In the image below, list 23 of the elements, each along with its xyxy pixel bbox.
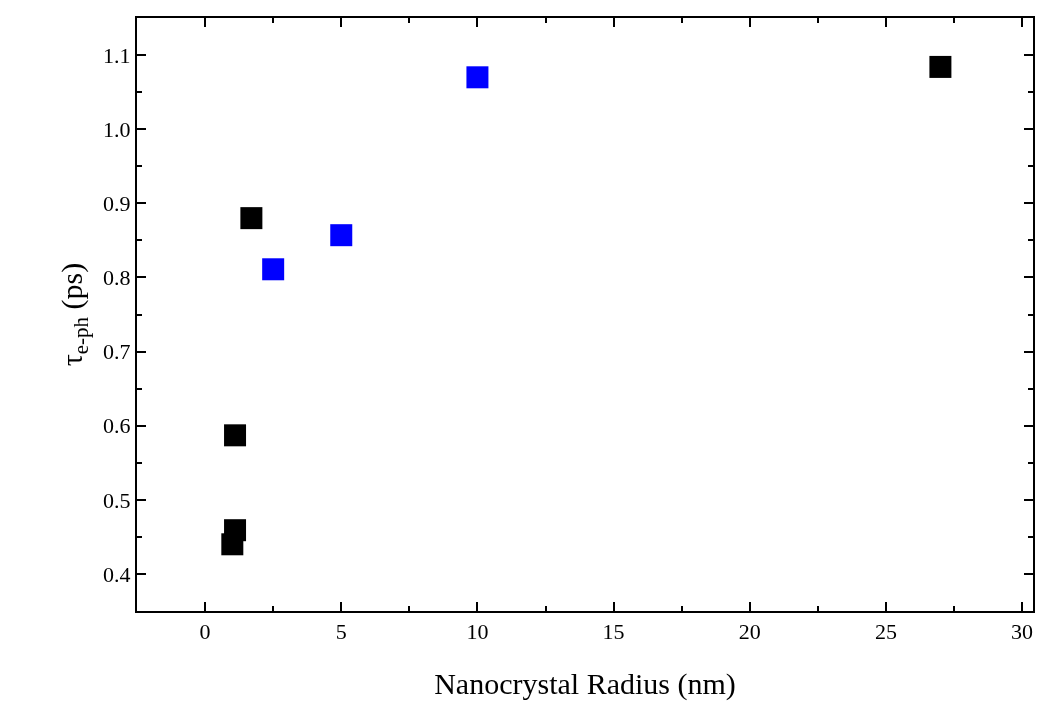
point [240,207,263,230]
x-tick-label: 0 [199,619,211,645]
y-tick-label: 0.6 [103,413,131,439]
y-tick-label: 0.5 [103,487,131,513]
x-axis-title: Nanocrystal Radius (nm) [434,667,736,702]
x-tick-label: 5 [335,619,347,645]
x-tick-label: 30 [1011,619,1034,645]
y-tick-label: 0.9 [103,191,131,217]
y-tick-label: 1.0 [103,116,131,142]
y-tick-label: 1.1 [103,42,131,68]
point [221,533,244,556]
x-tick-label: 20 [738,619,761,645]
x-tick-label: 15 [602,619,625,645]
point [929,55,952,78]
x-tick-label: 25 [874,619,897,645]
point [330,224,353,247]
y-tick-label: 0.4 [103,561,131,587]
point [224,424,247,447]
y-tick-label: 0.7 [103,339,131,365]
point [262,258,285,281]
point [466,66,489,89]
x-tick-label: 10 [466,619,489,645]
y-tick-label: 0.8 [103,265,131,291]
